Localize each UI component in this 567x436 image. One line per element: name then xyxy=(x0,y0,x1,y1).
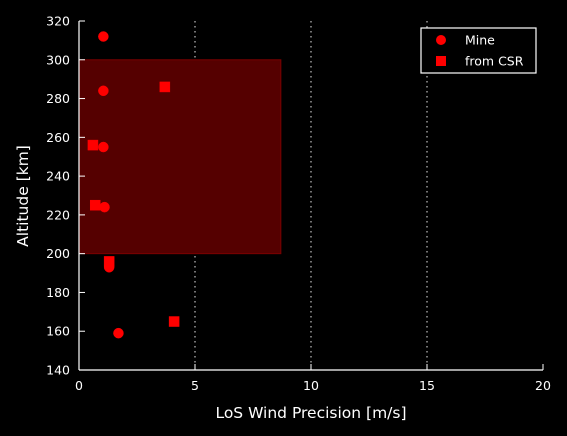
legend-label-from-csr: from CSR xyxy=(465,54,524,69)
y-tick-label-280: 280 xyxy=(46,91,70,106)
y-axis-label: Altitude [km] xyxy=(14,145,32,247)
y-tick-label-300: 300 xyxy=(46,52,70,67)
y-tick-label-320: 320 xyxy=(46,14,70,29)
data-point-circle-3 xyxy=(99,201,110,213)
data-point-square-2 xyxy=(89,199,101,211)
y-tick-label-140: 140 xyxy=(46,363,70,378)
ticks: 0 5 10 15 20 140 160 180 200 220 240 260 280 300 320 xyxy=(46,14,551,394)
y-tick-label-200: 200 xyxy=(46,246,70,261)
legend-marker-circle xyxy=(436,35,446,45)
legend-label-mine: Mine xyxy=(465,33,495,48)
data-point-square-4 xyxy=(168,316,180,327)
data-point-square-0 xyxy=(159,81,171,93)
y-tick-label-240: 240 xyxy=(46,169,70,184)
grid-lines xyxy=(194,21,428,370)
y-tick-label-180: 180 xyxy=(46,285,70,300)
data-point-circle-2 xyxy=(98,141,109,153)
data-point-square-3 xyxy=(103,256,115,267)
y-tick-label-160: 160 xyxy=(46,324,70,339)
data-point-circle-1 xyxy=(98,85,109,97)
x-tick-label-20: 20 xyxy=(535,378,551,393)
highlight-region xyxy=(78,59,282,255)
data-point-circle-5 xyxy=(113,327,124,339)
y-tick-label-220: 220 xyxy=(46,207,70,222)
data-point-circle-0 xyxy=(98,31,109,42)
data-point-square-1 xyxy=(87,139,99,151)
x-tick-label-5: 5 xyxy=(191,378,199,393)
x-tick-label-15: 15 xyxy=(419,378,435,393)
legend-marker-square xyxy=(436,56,446,66)
x-axis-label: LoS Wind Precision [m/s] xyxy=(215,404,406,422)
legend: Mine from CSR xyxy=(420,27,537,74)
series-from-csr xyxy=(87,81,180,327)
x-tick-label-10: 10 xyxy=(303,378,319,393)
y-tick-label-260: 260 xyxy=(46,130,70,145)
x-tick-label-0: 0 xyxy=(75,378,83,393)
data-points xyxy=(87,31,180,339)
